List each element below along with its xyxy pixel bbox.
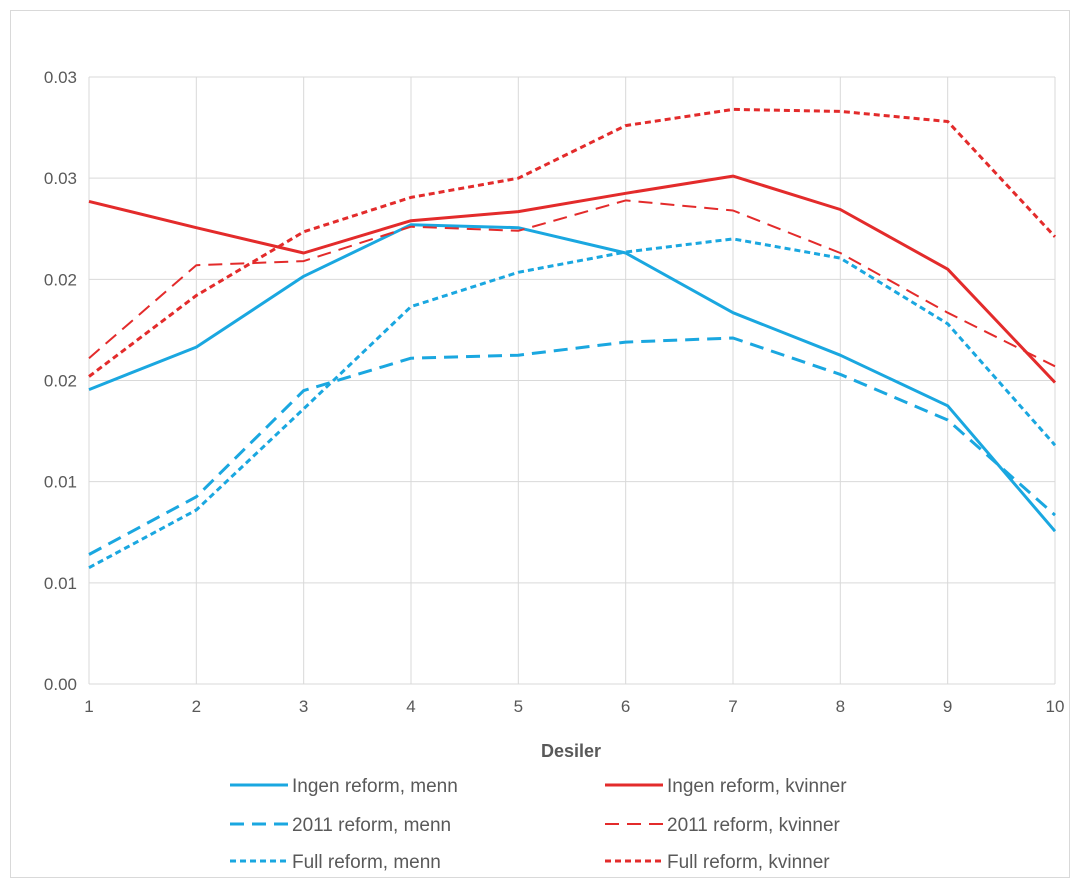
series-lines: [88, 107, 1057, 570]
series-line-5: [88, 237, 1057, 570]
x-tick-label: 1: [84, 697, 93, 716]
x-tick-label: 9: [943, 697, 952, 716]
x-tick-label: 4: [406, 697, 415, 716]
series-line-2: [88, 174, 1057, 384]
y-tick-label: 0.00: [44, 675, 77, 694]
x-axis-ticks: 1 2 3 4 5 6 7 8 9 10: [84, 697, 1064, 716]
grid-lines: [88, 76, 1056, 685]
x-axis-title: Desiler: [541, 741, 601, 761]
legend-label: Ingen reform, kvinner: [667, 776, 847, 797]
series-line-6: [88, 107, 1057, 378]
legend-label: Ingen reform, menn: [292, 776, 458, 797]
x-tick-label: 7: [728, 697, 737, 716]
y-tick-label: 0.02: [44, 372, 77, 391]
chart-frame: [10, 10, 1070, 878]
series-line-3: [88, 336, 1056, 556]
y-tick-label: 0.01: [44, 473, 77, 492]
y-tick-label: 0.03: [44, 68, 77, 87]
x-tick-label: 5: [514, 697, 523, 716]
y-tick-label: 0.02: [44, 270, 77, 289]
legend-label: Full reform, kvinner: [667, 852, 830, 873]
x-tick-label: 2: [192, 697, 201, 716]
series-line-1: [88, 223, 1057, 533]
legend-label: 2011 reform, menn: [292, 815, 451, 836]
x-tick-label: 6: [621, 697, 630, 716]
x-tick-label: 3: [299, 697, 308, 716]
x-tick-label: 8: [836, 697, 845, 716]
x-tick-label: 10: [1046, 697, 1065, 716]
legend-label: Full reform, menn: [292, 852, 441, 873]
legend-label: 2011 reform, kvinner: [667, 815, 841, 836]
y-tick-label: 0.03: [44, 169, 77, 188]
legend: Ingen reform, menn Ingen reform, kvinner 2…: [230, 776, 847, 873]
y-tick-label: 0.01: [44, 574, 77, 593]
y-axis-ticks: 0.00 0.01 0.01 0.02 0.02 0.03 0.03: [44, 68, 77, 694]
series-line-4: [88, 199, 1056, 368]
